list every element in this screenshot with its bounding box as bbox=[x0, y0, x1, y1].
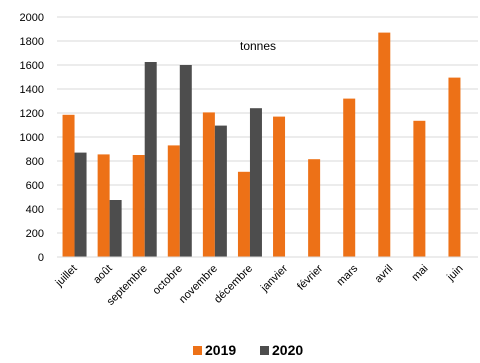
gridlines bbox=[57, 16, 478, 234]
bar-2019 bbox=[62, 114, 75, 257]
y-tick-label: 1000 bbox=[20, 132, 44, 144]
x-tick-label: octobre bbox=[150, 263, 184, 297]
bar-2020 bbox=[74, 152, 87, 257]
bar-2020 bbox=[249, 108, 262, 257]
y-tick-label: 1200 bbox=[20, 108, 44, 120]
y-tick-label: 200 bbox=[26, 228, 44, 240]
bar-2019 bbox=[97, 154, 110, 257]
x-tick-label: août bbox=[91, 263, 115, 287]
x-tick-label: mars bbox=[335, 262, 361, 288]
bar-2019 bbox=[413, 120, 426, 257]
bar-2019 bbox=[308, 159, 321, 257]
bar-2020 bbox=[179, 65, 192, 257]
bar-2019 bbox=[132, 155, 145, 257]
y-tick-label: 600 bbox=[26, 180, 44, 192]
legend: 2019 2020 bbox=[193, 342, 303, 358]
bar-2019 bbox=[343, 98, 356, 257]
legend-label-2020: 2020 bbox=[272, 342, 303, 358]
x-tick-label: mai bbox=[409, 263, 430, 284]
bar-2019 bbox=[167, 145, 180, 257]
bar-2019 bbox=[273, 116, 286, 257]
legend-label-2019: 2019 bbox=[205, 342, 236, 358]
x-tick-label: avril bbox=[373, 263, 396, 286]
y-tick-label: 2000 bbox=[20, 12, 44, 24]
x-tick-label: janvier bbox=[258, 262, 290, 294]
bar-2020 bbox=[144, 62, 157, 257]
unit-label: tonnes bbox=[240, 39, 276, 53]
legend-swatch-2019 bbox=[193, 346, 202, 355]
x-tick-label: décembre bbox=[212, 263, 255, 306]
y-tick-label: 800 bbox=[26, 156, 44, 168]
bars bbox=[62, 32, 461, 258]
bar-2020 bbox=[214, 125, 227, 257]
bar-2020 bbox=[109, 200, 122, 257]
bar-2019 bbox=[202, 112, 215, 258]
y-tick-label: 0 bbox=[38, 252, 44, 264]
y-tick-label: 1800 bbox=[20, 36, 44, 48]
y-tick-label: 400 bbox=[26, 204, 44, 216]
x-tick-label: juin bbox=[444, 263, 465, 284]
y-tick-label: 1600 bbox=[20, 60, 44, 72]
bar-2019 bbox=[237, 171, 250, 257]
y-tick-label: 1400 bbox=[20, 84, 44, 96]
y-axis-ticks: 0 200 400 600 800 1000 1200 1400 1600 1800 2000 bbox=[20, 12, 44, 264]
x-tick-label: février bbox=[295, 262, 325, 292]
bar-2019 bbox=[378, 32, 391, 257]
x-tick-label: juillet bbox=[53, 263, 80, 290]
bar-2019 bbox=[448, 77, 461, 257]
legend-swatch-2020 bbox=[260, 346, 269, 355]
